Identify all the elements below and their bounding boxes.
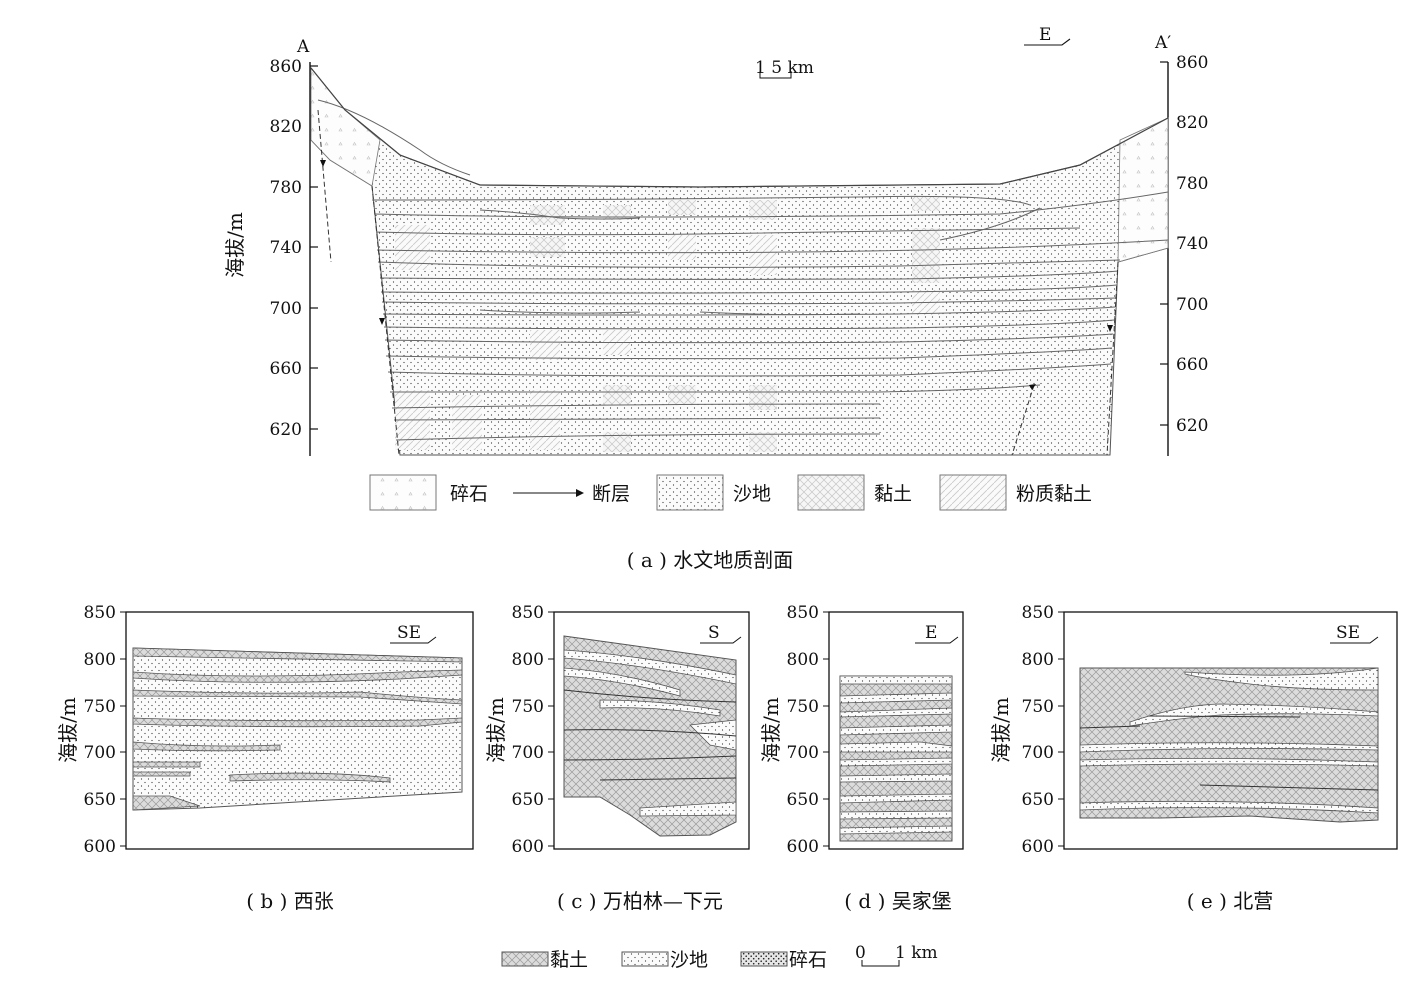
d-ytick-700: 700 xyxy=(787,743,819,763)
a-direction-arrow: E xyxy=(1024,25,1071,46)
a-legend: 碎石 断层 沙地 黏土 粉质黏土 xyxy=(369,474,1092,511)
b-ytick-800: 800 xyxy=(84,650,116,670)
e-direction-label: SE xyxy=(1336,623,1360,643)
b-ytick-600: 600 xyxy=(84,837,116,857)
a-ytick-620: 620 xyxy=(270,420,302,440)
a-ytick-660: 660 xyxy=(270,359,302,379)
a-y-axis-label: 海拔/m xyxy=(223,212,247,278)
d-ytick-600: 600 xyxy=(787,837,819,857)
c-ytick-600: 600 xyxy=(512,837,544,857)
e-caption: ( e ) 北营 xyxy=(1187,889,1274,913)
a-ytick-right-700: 700 xyxy=(1176,295,1208,315)
d-ytick-850: 850 xyxy=(787,603,819,623)
e-ytick-750: 750 xyxy=(1022,697,1054,717)
a-legend-silty-clay: 粉质黏土 xyxy=(1016,483,1092,505)
a-legend-fault: 断层 xyxy=(592,483,630,505)
c-direction-label: S xyxy=(708,623,720,643)
bottom-legend-sand: 沙地 xyxy=(670,949,708,971)
b-direction-label: SE xyxy=(397,623,421,643)
bottom-scale-zero: 0 xyxy=(855,943,866,963)
a-right-end-label: A′ xyxy=(1154,33,1171,53)
c-y-axis-label: 海拔/m xyxy=(484,697,508,763)
e-y-axis-label: 海拔/m xyxy=(989,697,1013,763)
a-ytick-820: 820 xyxy=(270,117,302,137)
panel-c: 850 800 750 700 650 600 海拔/m S ( c ) 万柏林… xyxy=(484,603,750,913)
b-ytick-850: 850 xyxy=(84,603,116,623)
a-legend-sand: 沙地 xyxy=(733,483,771,505)
bottom-scale-one: 1 km xyxy=(895,943,938,963)
d-caption: ( d ) 吴家堡 xyxy=(844,889,951,913)
a-direction-label: E xyxy=(1039,25,1051,45)
bottom-legend: 黏土 沙地 碎石 0 1 km xyxy=(501,943,938,971)
c-ytick-850: 850 xyxy=(512,603,544,623)
b-ytick-650: 650 xyxy=(84,790,116,810)
a-ytick-right-660: 660 xyxy=(1176,355,1208,375)
b-ytick-750: 750 xyxy=(84,697,116,717)
bottom-legend-gravel: 碎石 xyxy=(789,949,827,971)
d-y-axis-label: 海拔/m xyxy=(759,697,783,763)
d-ytick-750: 750 xyxy=(787,697,819,717)
a-ytick-780: 780 xyxy=(270,178,302,198)
a-legend-gravel: 碎石 xyxy=(450,483,488,505)
b-y-axis-label: 海拔/m xyxy=(56,697,80,763)
a-caption: ( a ) 水文地质剖面 xyxy=(627,548,794,572)
a-ytick-right-860: 860 xyxy=(1176,53,1208,73)
a-left-end-label: A xyxy=(296,37,310,57)
a-ytick-right-780: 780 xyxy=(1176,174,1208,194)
d-ytick-800: 800 xyxy=(787,650,819,670)
e-ytick-650: 650 xyxy=(1022,790,1054,810)
a-ytick-right-820: 820 xyxy=(1176,113,1208,133)
c-ytick-800: 800 xyxy=(512,650,544,670)
panel-b: 850 800 750 700 650 600 海拔/m SE ( b ) 西张 xyxy=(56,603,474,913)
a-ytick-right-740: 740 xyxy=(1176,234,1208,254)
a-ytick-700: 700 xyxy=(270,299,302,319)
a-ytick-860: 860 xyxy=(270,57,302,77)
e-ytick-850: 850 xyxy=(1022,603,1054,623)
cross-section-a: 860 820 780 740 700 660 620 860 820 780 … xyxy=(223,25,1208,572)
b-caption: ( b ) 西张 xyxy=(246,889,333,913)
bottom-scale-bar: 0 1 km xyxy=(855,943,938,967)
d-ytick-650: 650 xyxy=(787,790,819,810)
a-scale-bar: 1 5 km xyxy=(755,58,814,79)
c-ytick-700: 700 xyxy=(512,743,544,763)
e-ytick-600: 600 xyxy=(1022,837,1054,857)
a-ytick-right-620: 620 xyxy=(1176,416,1208,436)
b-ytick-700: 700 xyxy=(84,743,116,763)
panel-d: 850 800 750 700 650 600 海拔/m E ( d ) 吴家堡 xyxy=(759,603,964,913)
a-section-body xyxy=(310,66,1169,456)
e-ytick-800: 800 xyxy=(1022,650,1054,670)
a-scale-label: 1 5 km xyxy=(755,58,814,78)
a-ytick-740: 740 xyxy=(270,238,302,258)
panel-e: 850 800 750 700 650 600 海拔/m SE ( e ) 北营 xyxy=(989,603,1398,913)
a-legend-clay: 黏土 xyxy=(874,483,912,505)
bottom-legend-clay: 黏土 xyxy=(550,949,588,971)
d-direction-label: E xyxy=(925,623,937,643)
c-caption: ( c ) 万柏林—下元 xyxy=(557,889,723,913)
c-ytick-750: 750 xyxy=(512,697,544,717)
e-ytick-700: 700 xyxy=(1022,743,1054,763)
c-ytick-650: 650 xyxy=(512,790,544,810)
